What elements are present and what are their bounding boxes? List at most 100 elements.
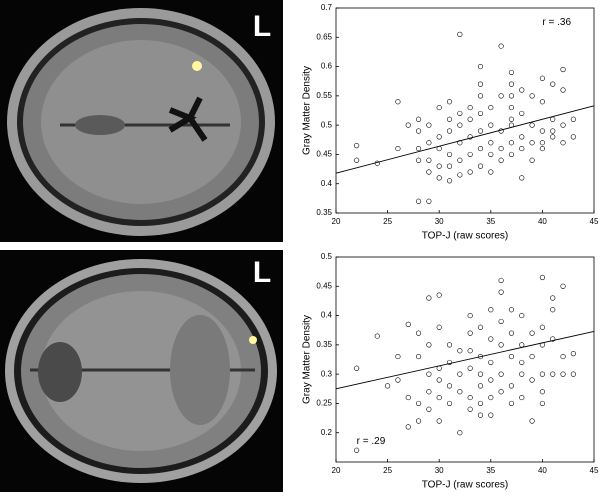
y-tick-label: 0.5	[321, 252, 333, 261]
x-tick-label: 20	[332, 466, 341, 475]
point	[508, 151, 515, 158]
point	[508, 383, 515, 389]
point	[570, 351, 576, 357]
y-axis-label: Gray Matter Density	[302, 66, 313, 155]
point	[415, 353, 422, 360]
point	[467, 134, 473, 140]
point	[426, 406, 432, 412]
point	[529, 330, 535, 336]
point	[570, 371, 576, 377]
point	[446, 178, 453, 184]
point	[436, 134, 442, 140]
point	[415, 418, 422, 424]
point	[560, 353, 566, 360]
point	[477, 128, 484, 134]
point	[467, 394, 473, 401]
point	[354, 365, 360, 371]
point	[477, 81, 484, 87]
point	[426, 389, 432, 395]
point	[477, 324, 484, 330]
point	[519, 145, 525, 152]
plot-frame	[335, 7, 595, 214]
point	[446, 383, 453, 389]
point	[498, 43, 504, 49]
y-tick-label: 0.55	[316, 91, 332, 100]
point	[488, 104, 494, 111]
point	[508, 69, 515, 76]
point	[415, 198, 422, 204]
x-tick-label: 20	[332, 217, 341, 226]
point	[539, 371, 546, 377]
annotation: r = .29	[357, 436, 386, 447]
x-tick-label: 35	[486, 466, 495, 475]
image-label: L	[253, 256, 271, 289]
point	[529, 353, 535, 360]
point	[519, 87, 525, 93]
point	[477, 383, 484, 389]
point	[529, 377, 535, 383]
point	[395, 145, 401, 152]
point	[508, 81, 515, 87]
point	[508, 307, 515, 313]
point	[508, 400, 515, 407]
point	[415, 145, 422, 152]
point	[415, 116, 422, 122]
point	[488, 336, 494, 342]
x-tick-label: 45	[590, 217, 599, 226]
x-tick-label: 30	[435, 466, 444, 475]
y-tick-label: 0.65	[316, 32, 332, 41]
point	[539, 274, 546, 281]
point	[550, 307, 556, 313]
point	[488, 140, 494, 146]
point	[488, 359, 494, 366]
point	[426, 122, 432, 128]
point	[508, 140, 515, 146]
point	[560, 371, 566, 377]
point	[550, 134, 556, 140]
point	[415, 400, 422, 407]
point	[539, 99, 546, 105]
point	[446, 163, 453, 169]
point	[426, 295, 432, 301]
point	[508, 353, 515, 360]
point	[446, 99, 453, 105]
point	[560, 87, 566, 93]
point	[498, 145, 504, 152]
point	[519, 359, 525, 366]
point	[446, 116, 453, 122]
point	[446, 400, 453, 407]
point	[477, 145, 484, 152]
point	[467, 169, 473, 175]
point	[519, 134, 525, 140]
point	[446, 128, 453, 134]
brain-image: L	[0, 0, 283, 242]
y-axis-label: Gray Matter Density	[302, 315, 313, 404]
x-tick-label: 40	[538, 466, 547, 475]
point	[467, 104, 473, 111]
x-tick-label: 25	[383, 466, 392, 475]
point	[519, 312, 525, 319]
y-tick-label: 0.7	[321, 3, 333, 12]
point	[519, 175, 525, 181]
y-tick-label: 0.4	[321, 179, 333, 188]
y-tick-label: 0.5	[321, 120, 333, 129]
point	[395, 377, 401, 383]
point	[550, 116, 556, 122]
point	[508, 330, 515, 336]
point	[519, 342, 525, 348]
point	[385, 383, 391, 389]
point	[436, 365, 442, 371]
point	[415, 128, 422, 134]
point	[467, 312, 473, 319]
x-axis-label: TOP-J (raw scores)	[422, 231, 509, 242]
point	[560, 140, 566, 146]
point	[539, 128, 546, 134]
point	[467, 406, 473, 412]
point	[405, 424, 411, 430]
point	[457, 122, 463, 128]
point	[488, 377, 494, 383]
point	[508, 116, 515, 122]
point	[488, 151, 494, 158]
point	[446, 342, 453, 348]
y-tick-label: 0.35	[316, 340, 332, 349]
